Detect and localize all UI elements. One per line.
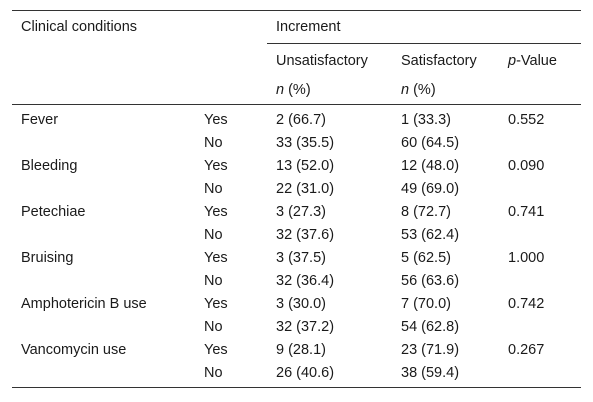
condition-label: Bruising (21, 250, 74, 266)
header-satisfactory: Satisfactory (401, 53, 477, 69)
no-satisfactory-value: 53 (62.4) (401, 227, 460, 243)
increment-span-rule (267, 43, 581, 44)
no-unsatisfactory-value: 22 (31.0) (276, 181, 335, 197)
table-top-rule (12, 10, 581, 11)
header-sat-n-italic: n (401, 82, 410, 98)
header-clinical-conditions: Clinical conditions (21, 19, 138, 35)
yes-unsatisfactory-value: 13 (52.0) (276, 158, 335, 174)
p-value: 0.090 (508, 158, 545, 174)
table-bottom-rule (12, 387, 581, 388)
header-p-italic: p (508, 53, 517, 69)
condition-label: Amphotericin B use (21, 296, 147, 312)
answer-yes-label: Yes (204, 204, 228, 220)
condition-label: Vancomycin use (21, 342, 127, 358)
answer-no-label: No (204, 181, 223, 197)
header-unsat-n-rest: (%) (284, 82, 311, 98)
no-satisfactory-value: 56 (63.6) (401, 273, 460, 289)
no-unsatisfactory-value: 32 (37.2) (276, 319, 335, 335)
answer-yes-label: Yes (204, 250, 228, 266)
yes-satisfactory-value: 7 (70.0) (401, 296, 451, 312)
yes-satisfactory-value: 1 (33.3) (401, 112, 451, 128)
answer-yes-label: Yes (204, 342, 228, 358)
no-satisfactory-value: 49 (69.0) (401, 181, 460, 197)
answer-no-label: No (204, 365, 223, 381)
header-sat-n-percent: n (%) (401, 81, 436, 99)
answer-yes-label: Yes (204, 296, 228, 312)
header-bottom-rule (12, 104, 581, 105)
header-sat-n-rest: (%) (409, 82, 436, 98)
header-increment: Increment (276, 19, 341, 35)
answer-yes-label: Yes (204, 112, 228, 128)
yes-unsatisfactory-value: 3 (27.3) (276, 204, 326, 220)
p-value: 0.742 (508, 296, 545, 312)
no-unsatisfactory-value: 33 (35.5) (276, 135, 335, 151)
yes-unsatisfactory-value: 3 (30.0) (276, 296, 326, 312)
answer-no-label: No (204, 135, 223, 151)
yes-satisfactory-value: 8 (72.7) (401, 204, 451, 220)
condition-label: Bleeding (21, 158, 78, 174)
answer-no-label: No (204, 273, 223, 289)
condition-label: Fever (21, 112, 59, 128)
p-value: 0.267 (508, 342, 545, 358)
no-satisfactory-value: 38 (59.4) (401, 365, 460, 381)
yes-unsatisfactory-value: 3 (37.5) (276, 250, 326, 266)
answer-no-label: No (204, 319, 223, 335)
no-unsatisfactory-value: 32 (37.6) (276, 227, 335, 243)
p-value: 0.552 (508, 112, 545, 128)
header-unsat-n-percent: n (%) (276, 81, 311, 99)
no-satisfactory-value: 54 (62.8) (401, 319, 460, 335)
yes-satisfactory-value: 12 (48.0) (401, 158, 460, 174)
no-unsatisfactory-value: 32 (36.4) (276, 273, 335, 289)
p-value: 1.000 (508, 250, 545, 266)
no-unsatisfactory-value: 26 (40.6) (276, 365, 335, 381)
yes-satisfactory-value: 23 (71.9) (401, 342, 460, 358)
header-unsat-n-italic: n (276, 82, 285, 98)
yes-satisfactory-value: 5 (62.5) (401, 250, 451, 266)
header-p-rest: -Value (516, 53, 557, 69)
header-unsatisfactory: Unsatisfactory (276, 53, 368, 69)
answer-yes-label: Yes (204, 158, 228, 174)
header-p-value: p-Value (508, 52, 557, 70)
p-value: 0.741 (508, 204, 545, 220)
yes-unsatisfactory-value: 2 (66.7) (276, 112, 326, 128)
answer-no-label: No (204, 227, 223, 243)
yes-unsatisfactory-value: 9 (28.1) (276, 342, 326, 358)
no-satisfactory-value: 60 (64.5) (401, 135, 460, 151)
condition-label: Petechiae (21, 204, 86, 220)
